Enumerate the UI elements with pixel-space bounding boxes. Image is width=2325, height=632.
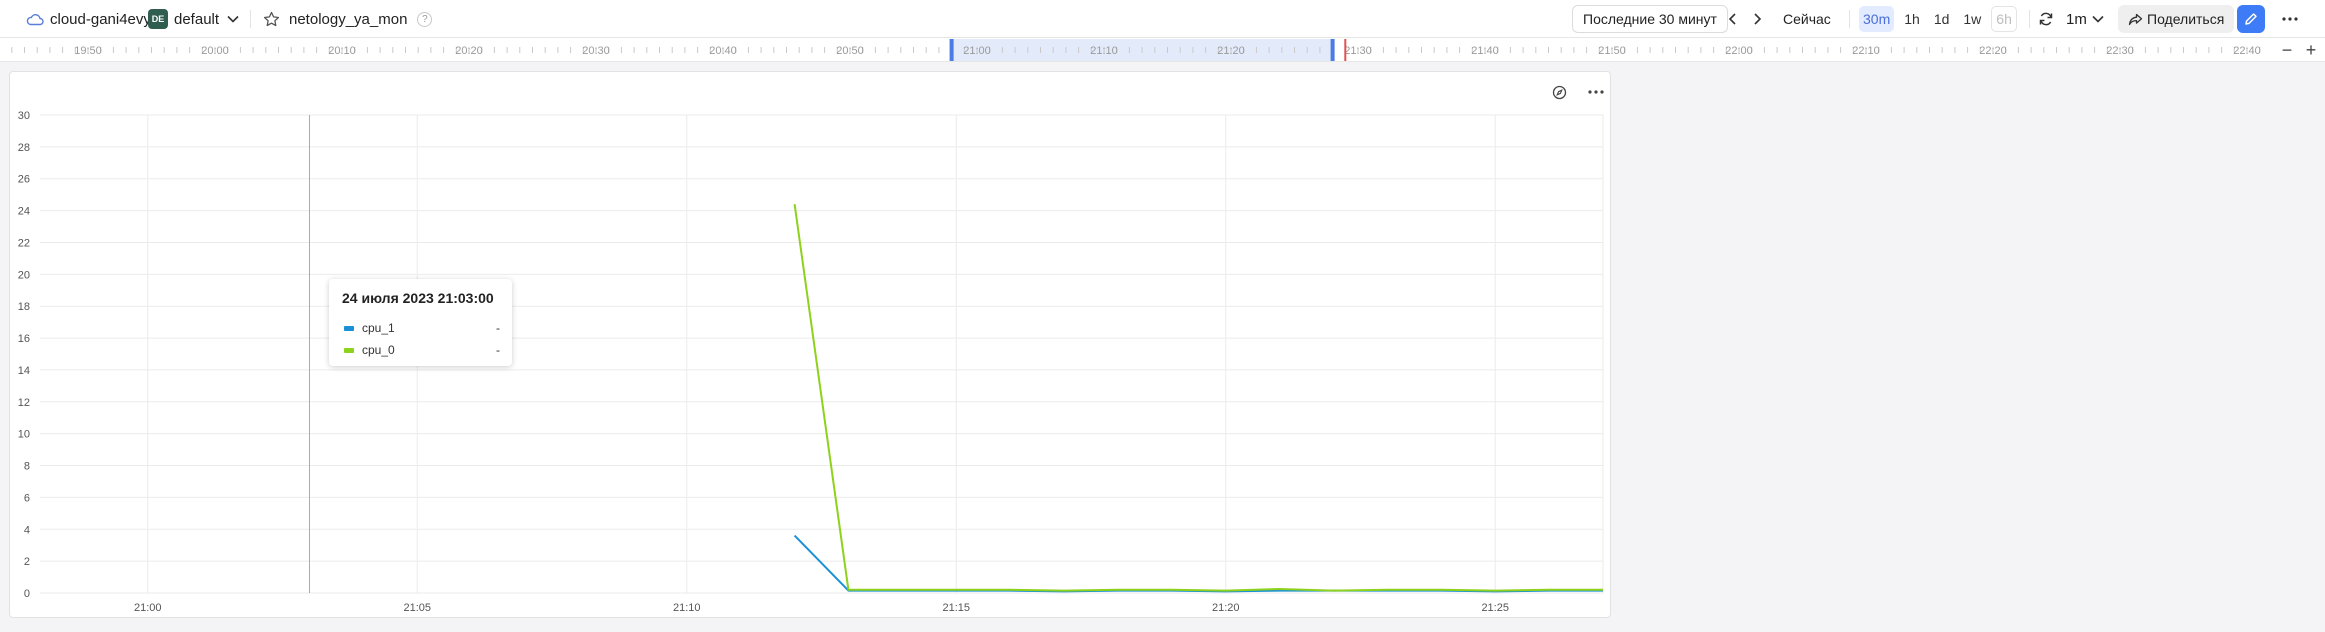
range-1d-button[interactable]: 1d [1933, 11, 1950, 27]
x-tick-label: 21:20 [1212, 602, 1240, 614]
more-vertical-icon[interactable] [2282, 17, 2298, 21]
refresh-interval-select[interactable]: 1m [2066, 0, 2104, 38]
timeline-label: 20:10 [328, 45, 356, 57]
timeline-label: 20:40 [709, 45, 737, 57]
timeline-selection-handle[interactable] [1330, 39, 1335, 61]
y-tick-label: 10 [18, 429, 30, 441]
series-line-cpu-1[interactable] [793, 534, 1603, 593]
timeline-label: 21:10 [1090, 45, 1118, 57]
share-label: Поделиться [2147, 11, 2225, 27]
folder-name: default [174, 10, 220, 28]
range-30m-button[interactable]: 30m [1859, 6, 1895, 32]
timeline-label: 20:20 [455, 45, 483, 57]
series-swatch [344, 347, 354, 353]
tooltip-series-name: cpu_0 [362, 343, 395, 357]
dashboard-title: netology_ya_mon [289, 10, 408, 28]
tooltip-series-value: - [496, 321, 500, 335]
y-tick-label: 4 [24, 524, 30, 536]
share-icon [2128, 13, 2143, 26]
timeline-label: 20:30 [582, 45, 610, 57]
compass-icon[interactable] [1548, 81, 1570, 103]
help-icon[interactable]: ? [417, 11, 433, 27]
chevron-down-icon [2092, 15, 2104, 23]
series-swatch [344, 325, 354, 331]
timeline-label: 22:40 [2233, 45, 2261, 57]
timeline-selection-handle[interactable] [949, 39, 954, 61]
y-tick-label: 22 [18, 237, 30, 249]
timeline-label: 22:10 [1852, 45, 1880, 57]
chart-panel: 0 2 4 6 8 10 12 14 16 18 20 22 24 26 28 30 21:00 21:05 21:… [9, 71, 1611, 618]
chevron-down-icon [227, 15, 239, 23]
share-button[interactable]: Поделиться [2118, 5, 2235, 33]
y-tick-label: 2 [24, 556, 30, 568]
range-1w-button[interactable]: 1w [1963, 11, 1982, 27]
y-tick-label: 18 [18, 301, 30, 313]
y-tick-label: 28 [18, 142, 30, 154]
chevron-left-icon[interactable] [1728, 12, 1738, 26]
cloud-breadcrumb[interactable]: cloud-gani4evy [26, 0, 151, 38]
timeline-label: 21:00 [963, 45, 991, 57]
tooltip-row: cpu_1 - [344, 320, 500, 336]
timeline-label: 19:50 [74, 45, 102, 57]
range-6h-button[interactable]: 6h [1991, 6, 2017, 32]
tooltip-series-name: cpu_1 [362, 321, 395, 335]
timeline-label: 21:20 [1217, 45, 1245, 57]
x-tick-label: 21:05 [404, 602, 432, 614]
timeline-label: 22:20 [1979, 45, 2007, 57]
zoom-in-button[interactable]: + [2305, 39, 2317, 60]
y-tick-label: 20 [18, 269, 30, 281]
time-range-button[interactable]: Последние 30 минут [1572, 5, 1728, 33]
edit-button[interactable] [2237, 5, 2265, 33]
more-horizontal-icon[interactable] [1585, 81, 1607, 103]
timeline-ruler[interactable]: 19:50 20:00 20:10 20:20 20:30 20:40 20:50 21:00… [0, 38, 2270, 62]
divider [250, 10, 251, 28]
y-tick-label: 24 [18, 206, 30, 218]
refresh-icon[interactable] [2038, 11, 2054, 27]
y-tick-label: 12 [18, 397, 30, 409]
tooltip-row: cpu_0 - [344, 342, 500, 358]
timeline-label: 22:00 [1725, 45, 1753, 57]
y-tick-label: 30 [18, 110, 30, 122]
y-tick-label: 14 [18, 365, 30, 377]
series-line-cpu-0[interactable] [793, 204, 1603, 592]
range-1h-button[interactable]: 1h [1904, 11, 1920, 27]
y-tick-label: 6 [24, 492, 30, 504]
timeline-label: 20:00 [201, 45, 229, 57]
timeline-label: 22:30 [2106, 45, 2134, 57]
x-tick-label: 21:10 [673, 602, 701, 614]
folder-selector[interactable]: DE default [148, 0, 239, 38]
x-tick-label: 21:00 [134, 602, 162, 614]
divider [1849, 10, 1850, 28]
cloud-icon [26, 12, 44, 26]
zoom-out-button[interactable]: − [2281, 39, 2293, 60]
cloud-name: cloud-gani4evy [50, 10, 151, 28]
x-tick-label: 21:25 [1481, 602, 1509, 614]
chart-tooltip: 24 июля 2023 21:03:00 cpu_1 - cpu_0 - [329, 279, 512, 366]
range-buttons: 30m 1h 1d 1w 6h [1859, 0, 2017, 38]
timeline-label: 21:50 [1598, 45, 1626, 57]
tooltip-title: 24 июля 2023 21:03:00 [342, 290, 494, 306]
x-tick-label: 21:15 [942, 602, 970, 614]
pencil-icon [2244, 12, 2258, 26]
y-tick-label: 8 [24, 461, 30, 473]
tooltip-series-value: - [496, 343, 500, 357]
now-button[interactable]: Сейчас [1783, 11, 1831, 27]
folder-badge: DE [148, 9, 168, 29]
star-icon[interactable] [263, 11, 280, 28]
y-tick-label: 0 [24, 588, 30, 600]
timeline-strip[interactable]: 19:50 20:00 20:10 20:20 20:30 20:40 20:50 21:00… [0, 38, 2325, 62]
timeline-label: 21:30 [1344, 45, 1372, 57]
chevron-right-icon[interactable] [1752, 12, 1762, 26]
y-tick-label: 26 [18, 174, 30, 186]
timeline-label: 20:50 [836, 45, 864, 57]
top-bar: cloud-gani4evy DE default netology_ya_mo… [0, 0, 2325, 38]
timeline-label: 21:40 [1471, 45, 1499, 57]
y-tick-label: 16 [18, 333, 30, 345]
divider [2029, 10, 2030, 28]
refresh-interval-value: 1m [2066, 10, 2087, 28]
